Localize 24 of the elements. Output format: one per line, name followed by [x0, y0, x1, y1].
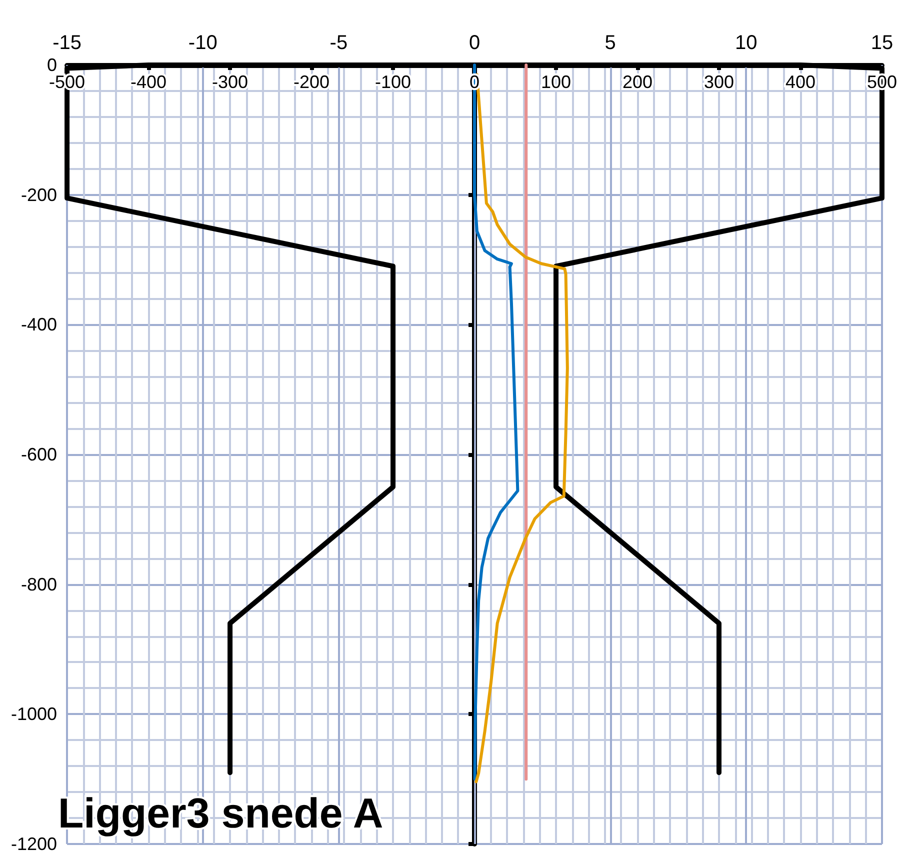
x-tick-label: -400 [130, 72, 167, 92]
x-tick-label: -200 [294, 72, 330, 92]
x2-tick-label: 15 [870, 32, 894, 54]
y-tick-label: -1200 [10, 834, 58, 854]
x-tick-label: 300 [704, 72, 734, 92]
x-tick-label: 0 [470, 72, 480, 92]
x-tick-label: -100 [375, 72, 412, 92]
x-tick-label: -300 [212, 72, 248, 92]
x2-tick-label: 5 [604, 32, 616, 54]
y-tick-label: -400 [21, 314, 58, 335]
x-tick-label: 400 [785, 72, 816, 92]
x2-tick-label: 10 [735, 32, 758, 54]
y-tick-label: -600 [21, 444, 58, 464]
x2-tick-label: -15 [52, 32, 82, 54]
x2-tick-label: 0 [468, 32, 480, 54]
x-tick-label: 200 [622, 72, 653, 92]
y-tick-label: -200 [21, 184, 58, 205]
x2-tick-label: -10 [188, 32, 218, 54]
y-tick-label: 0 [47, 55, 58, 75]
text: Ligger3 snede A [58, 790, 384, 836]
y-tick-label: -1000 [10, 704, 58, 724]
x2-tick-label: -5 [330, 32, 348, 54]
y-tick-label: -800 [21, 574, 58, 594]
x-tick-label: 100 [540, 72, 572, 92]
